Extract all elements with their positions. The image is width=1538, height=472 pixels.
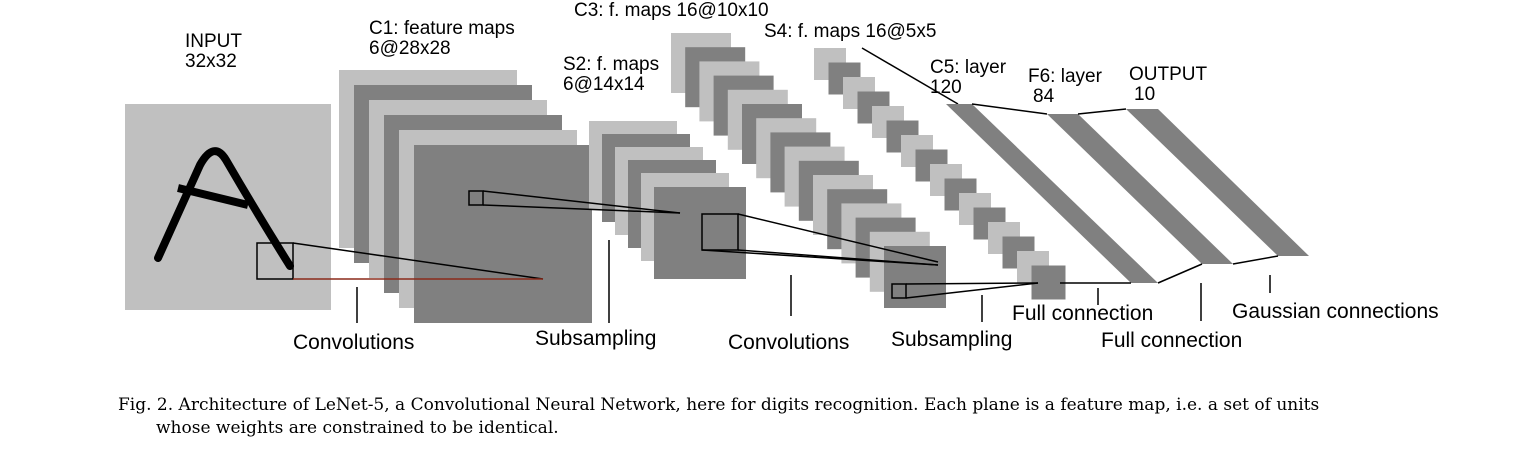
fully-connected-layers bbox=[946, 103, 1309, 284]
sub1-projection bbox=[482, 190, 681, 214]
s4-label: S4: f. maps 16@5x5 bbox=[764, 21, 936, 42]
conv2-projection bbox=[701, 213, 939, 266]
f6-size: 84 bbox=[1033, 86, 1055, 107]
sub2-projection bbox=[891, 282, 1039, 299]
c5-layer-bar bbox=[946, 104, 1158, 283]
c5-label: C5: layer bbox=[930, 57, 1007, 78]
output-layer-bar bbox=[1126, 109, 1309, 256]
f6-layer-bar bbox=[1047, 114, 1233, 264]
figure-caption: Fig. 2. Architecture of LeNet-5, a Convo… bbox=[118, 394, 1478, 440]
s4-feature-maps bbox=[814, 48, 1066, 300]
output-size: 10 bbox=[1134, 84, 1155, 105]
c1-label: C1: feature maps bbox=[369, 18, 515, 39]
letter-a-stroke bbox=[154, 147, 294, 270]
input-label: INPUT bbox=[185, 31, 242, 52]
lenet-architecture-diagram: INPUT 32x32 C1: feature maps 6@28x28 S2:… bbox=[125, 0, 1439, 354]
gauss-label: Gaussian connections bbox=[1232, 300, 1439, 323]
caption-line-2: whose weights are constrained to be iden… bbox=[156, 418, 559, 438]
c3-feature-maps bbox=[671, 33, 946, 308]
s2-feature-maps bbox=[589, 121, 746, 279]
sub1-label: Subsampling bbox=[535, 327, 656, 350]
c5-size: 120 bbox=[930, 77, 962, 98]
s2-label: S2: f. maps bbox=[563, 54, 659, 75]
c1-feature-maps bbox=[339, 70, 592, 323]
f6-label: F6: layer bbox=[1028, 66, 1103, 87]
full1-label: Full connection bbox=[1012, 302, 1153, 325]
c3-label: C3: f. maps 16@10x10 bbox=[574, 0, 769, 21]
conv2-label: Convolutions bbox=[728, 331, 849, 354]
c1-size: 6@28x28 bbox=[369, 38, 451, 59]
conv1-projection bbox=[292, 242, 544, 280]
full2-label: Full connection bbox=[1101, 329, 1242, 352]
receptive-field-box bbox=[256, 242, 294, 280]
operation-ticks bbox=[356, 240, 1271, 323]
output-label: OUTPUT bbox=[1129, 64, 1208, 85]
s2-size: 6@14x14 bbox=[563, 74, 645, 95]
letter-a-crossbar bbox=[177, 184, 249, 209]
input-plane bbox=[125, 104, 331, 310]
s4-c5-line bbox=[861, 47, 959, 105]
caption-line-1: Fig. 2. Architecture of LeNet-5, a Convo… bbox=[118, 395, 1320, 415]
conv1-label: Convolutions bbox=[293, 331, 414, 354]
input-size: 32x32 bbox=[185, 51, 237, 72]
sub2-label: Subsampling bbox=[891, 328, 1012, 351]
